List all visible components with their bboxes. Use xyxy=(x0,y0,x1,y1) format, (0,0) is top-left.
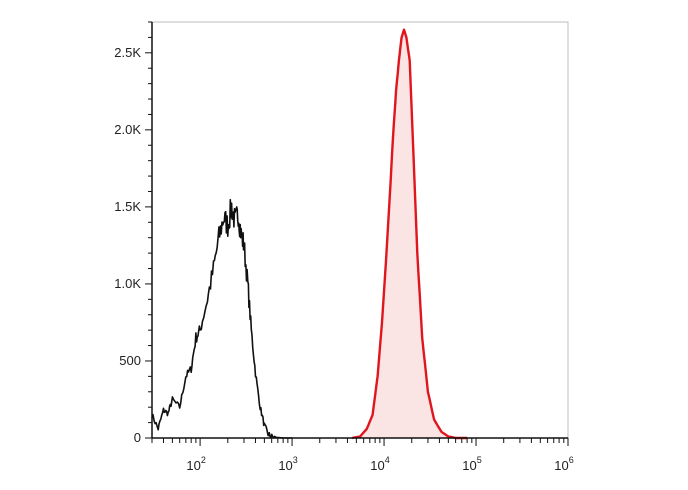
series-1-area xyxy=(352,29,468,438)
y-tick-label: 0 xyxy=(134,430,141,445)
x-tick-label: 104 xyxy=(370,455,389,473)
x-tick-label: 106 xyxy=(554,455,573,473)
axes-layer xyxy=(145,21,569,446)
x-tick-exponent: 3 xyxy=(293,455,298,465)
y-tick-label: 2.0K xyxy=(114,122,141,137)
series-0-line xyxy=(151,198,293,439)
y-tick-label: 500 xyxy=(119,353,141,368)
x-tick-base: 10 xyxy=(370,458,384,473)
x-tick-base: 10 xyxy=(186,458,200,473)
series-layer xyxy=(151,28,468,440)
x-tick-exponent: 5 xyxy=(477,455,482,465)
x-tick-base: 10 xyxy=(278,458,292,473)
x-tick-label: 105 xyxy=(462,455,481,473)
y-tick-label: 1.0K xyxy=(114,276,141,291)
x-tick-label: 103 xyxy=(278,455,297,473)
x-tick-base: 10 xyxy=(462,458,476,473)
x-tick-exponent: 4 xyxy=(385,455,390,465)
y-tick-label: 1.5K xyxy=(114,199,141,214)
y-tick-label: 2.5K xyxy=(114,45,141,60)
x-tick-label: 102 xyxy=(186,455,205,473)
plot-frame xyxy=(151,21,569,439)
x-tick-exponent: 6 xyxy=(569,455,574,465)
x-tick-base: 10 xyxy=(554,458,568,473)
series-1-line xyxy=(351,28,468,440)
x-tick-exponent: 2 xyxy=(201,455,206,465)
